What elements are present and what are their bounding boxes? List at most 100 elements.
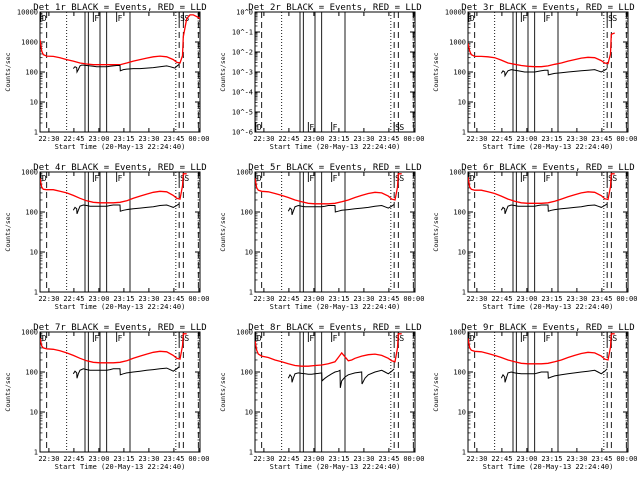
flag-label: F — [94, 334, 99, 343]
y-tick-label: 10^-4 — [232, 89, 253, 97]
x-tick-label: 23:00 — [303, 135, 324, 143]
x-tick-label: 22:45 — [278, 135, 299, 143]
y-tick-label: 10 — [30, 99, 38, 107]
x-tick-label: 22:45 — [63, 135, 84, 143]
x-tick-label: 00:00 — [403, 135, 424, 143]
y-tick-label: 1000 — [449, 169, 466, 177]
y-tick-label: 1 — [34, 449, 38, 457]
x-tick-label: 23:45 — [163, 455, 184, 463]
flag-label: D — [42, 174, 47, 183]
x-tick-label: 23:30 — [566, 135, 587, 143]
x-tick-label: 22:30 — [38, 295, 59, 303]
x-tick-label: 22:30 — [38, 135, 59, 143]
lld-series-line — [468, 173, 615, 204]
x-tick-label: 00:00 — [616, 135, 637, 143]
events-series-line — [500, 68, 608, 78]
panel-title: Det 2r BLACK = Events, RED = LLD — [248, 3, 421, 13]
flag-label: F — [333, 334, 338, 343]
lld-series-line — [40, 173, 187, 204]
y-tick-label: 10 — [245, 409, 253, 417]
x-tick-label: 22:45 — [491, 295, 512, 303]
y-tick-label: 1 — [34, 129, 38, 137]
plot-frame — [467, 331, 629, 453]
lld-series-line — [468, 333, 615, 365]
x-tick-label: 22:30 — [466, 295, 487, 303]
x-tick-label: 23:00 — [303, 455, 324, 463]
y-tick-label: 100 — [25, 209, 38, 217]
y-tick-label: 100 — [453, 209, 466, 217]
panel-5: Det 5r BLACK = Events, RED = LLD 1 10 100 10… — [219, 163, 424, 311]
panel-title: Det 3r BLACK = Events, RED = LLD — [461, 3, 634, 13]
x-tick-label: 23:30 — [138, 455, 159, 463]
panel-title: Det 6r BLACK = Events, RED = LLD — [461, 163, 634, 173]
flag-label: S — [608, 14, 613, 23]
flag-label: F — [309, 334, 314, 343]
y-tick-label: 10^-6 — [232, 129, 253, 137]
flag-label: S — [399, 123, 404, 132]
flag-label: F — [333, 123, 338, 132]
events-series-line — [500, 203, 608, 214]
x-tick-label: 23:00 — [516, 135, 537, 143]
y-tick-label: 1000 — [236, 169, 253, 177]
y-tick-label: 1 — [462, 289, 466, 297]
x-tick-label: 23:15 — [328, 295, 349, 303]
panel-title: Det 1r BLACK = Events, RED = LLD — [33, 3, 206, 13]
flag-label: S — [180, 14, 185, 23]
y-tick-label: 100 — [453, 369, 466, 377]
x-tick-label: 23:45 — [163, 135, 184, 143]
flag-label: D — [470, 14, 475, 23]
plot-frame — [467, 171, 629, 293]
panel-title: Det 7r BLACK = Events, RED = LLD — [33, 323, 206, 333]
flag-label: S — [184, 174, 189, 183]
x-tick-label: 23:15 — [541, 455, 562, 463]
panel-title: Det 5r BLACK = Events, RED = LLD — [248, 163, 421, 173]
x-tick-label: 22:45 — [491, 135, 512, 143]
y-tick-label: 1000 — [21, 169, 38, 177]
y-tick-label: 10^-2 — [232, 49, 253, 57]
flag-label: F — [118, 334, 123, 343]
y-tick-label: 10 — [458, 249, 466, 257]
flag-label: F — [522, 14, 527, 23]
plot-frame — [39, 171, 201, 293]
x-axis-label: Start Time (20-May-13 22:24:40) — [483, 143, 614, 151]
x-tick-label: 23:15 — [328, 135, 349, 143]
panel-title: Det 9r BLACK = Events, RED = LLD — [461, 323, 634, 333]
events-series-line — [72, 366, 180, 379]
x-tick-label: 23:00 — [88, 135, 109, 143]
flag-label: F — [94, 174, 99, 183]
x-tick-label: 22:45 — [63, 295, 84, 303]
y-tick-label: 1 — [249, 449, 253, 457]
x-tick-label: 23:15 — [541, 135, 562, 143]
x-tick-label: 00:00 — [616, 295, 637, 303]
x-tick-label: 00:00 — [616, 455, 637, 463]
y-tick-label: 100 — [25, 69, 38, 77]
x-tick-label: 23:00 — [516, 295, 537, 303]
flag-label: S — [399, 174, 404, 183]
x-tick-label: 22:30 — [253, 295, 274, 303]
x-axis-label: Start Time (20-May-13 22:24:40) — [55, 143, 186, 151]
y-axis-label: Counts/sec — [4, 212, 12, 251]
x-tick-label: 23:30 — [353, 455, 374, 463]
y-tick-label: 10 — [30, 409, 38, 417]
lld-series-line — [255, 333, 402, 367]
x-tick-label: 22:45 — [491, 455, 512, 463]
flag-label: F — [522, 174, 527, 183]
x-tick-label: 23:45 — [378, 455, 399, 463]
x-tick-label: 23:45 — [591, 135, 612, 143]
flag-label: D — [257, 174, 262, 183]
x-tick-label: 22:45 — [278, 455, 299, 463]
lld-series-line — [468, 32, 615, 68]
y-axis-label: Counts/sec — [432, 372, 440, 411]
lld-series-line — [40, 333, 187, 364]
flag-label: F — [546, 14, 551, 23]
x-tick-label: 22:30 — [466, 455, 487, 463]
x-tick-label: 23:30 — [353, 295, 374, 303]
plot-frame — [39, 331, 201, 453]
flag-label: F — [118, 14, 123, 23]
flag-label: S — [612, 174, 617, 183]
panel-title: Det 4r BLACK = Events, RED = LLD — [33, 163, 206, 173]
flag-label: D — [257, 334, 262, 343]
x-tick-label: 23:00 — [303, 295, 324, 303]
x-axis-label: Start Time (20-May-13 22:24:40) — [270, 303, 401, 311]
flag-label: D — [42, 14, 47, 23]
